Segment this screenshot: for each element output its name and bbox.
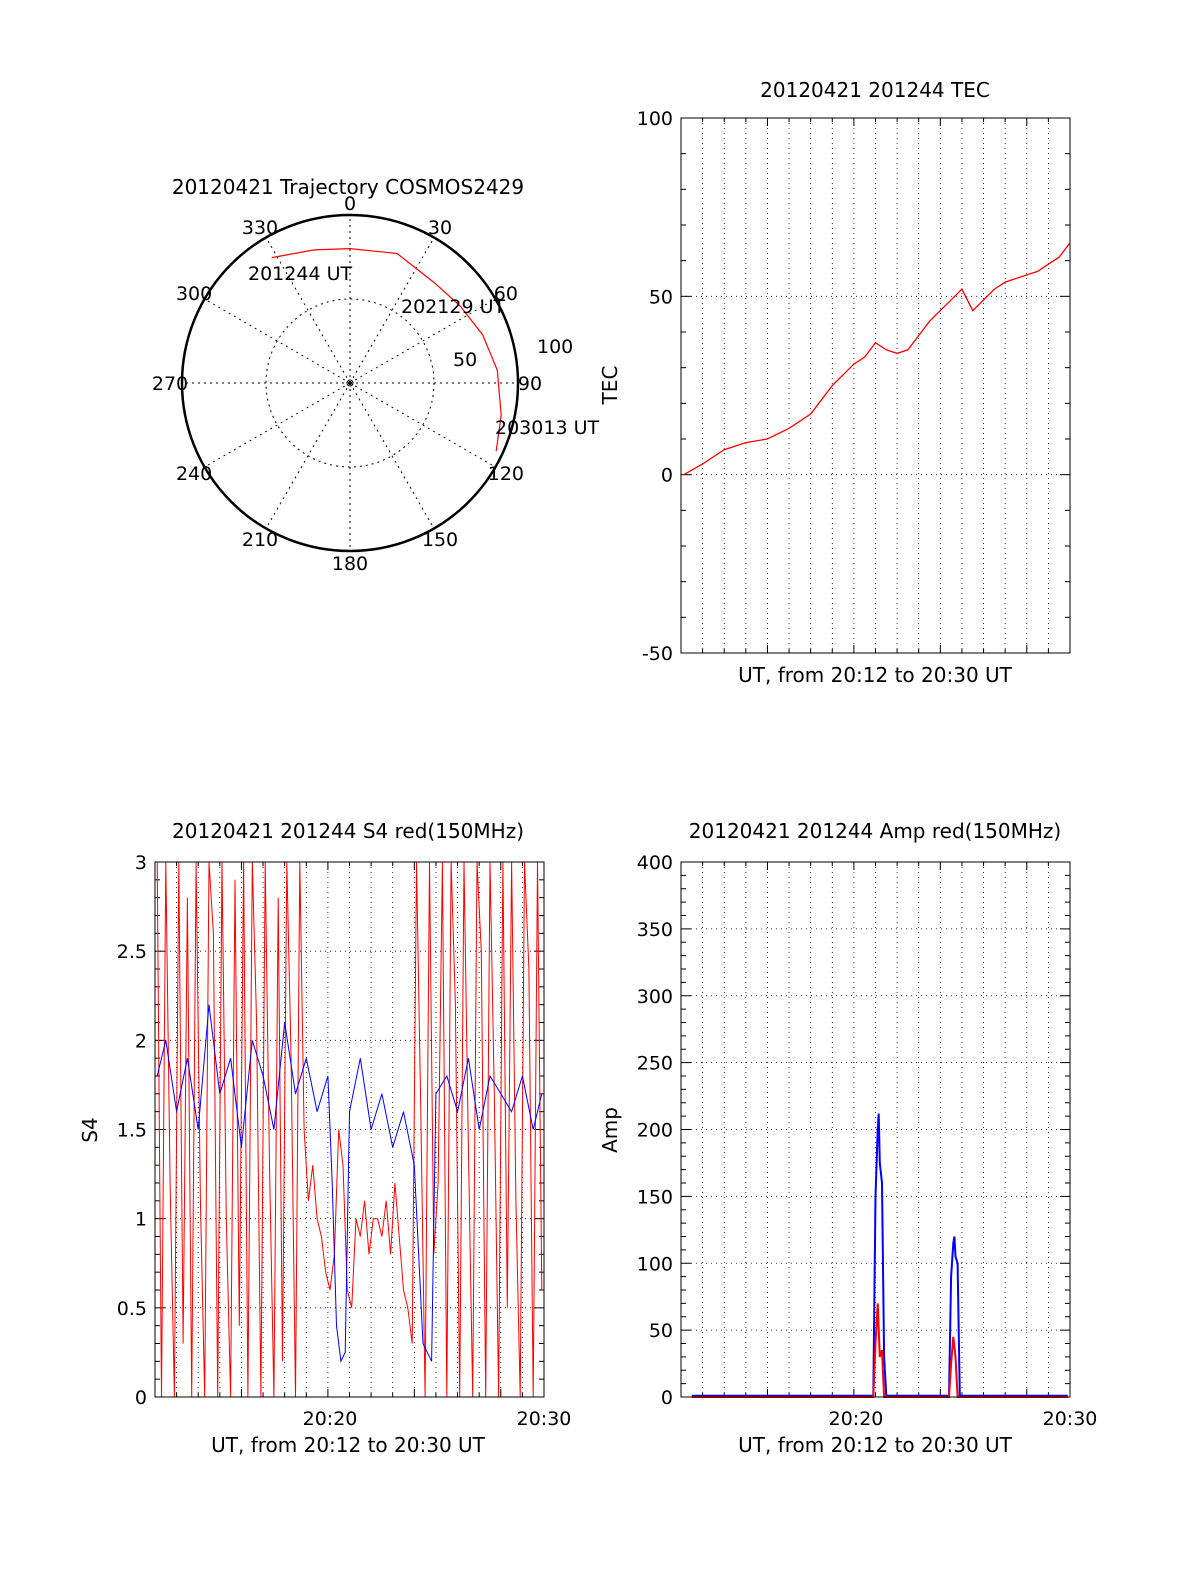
s4-plot: 20120421 201244 S4 red(150MHz) 0 0.5 1 1.5 2… (78, 819, 571, 1457)
s4-y-tick-labels: 0 0.5 1 1.5 2 2.5 3 (117, 852, 147, 1409)
amp-title: 20120421 201244 Amp red(150MHz) (689, 819, 1061, 843)
tec-title: 20120421 201244 TEC (760, 78, 990, 102)
tec-frame (680, 117, 1071, 654)
p3-ylabel-250: 250 (637, 1053, 673, 1075)
amp-blue-series (691, 1113, 1068, 1397)
polar-spoke-240 (204, 382, 351, 468)
polar-trajectory-plot: 20120421 Trajectory COSMOS2429 0 30 60 90 12… (152, 175, 600, 575)
polar-radius-label-100: 100 (537, 336, 573, 358)
polar-spoke-30 (349, 237, 435, 384)
tec-xlabel: UT, from 20:12 to 20:30 UT (738, 663, 1013, 687)
p3-ylabel-50: 50 (649, 1320, 673, 1342)
polar-angle-label-90: 90 (518, 373, 542, 395)
p2-ylabel-0.5: 0.5 (117, 1298, 147, 1320)
amp-red-series (691, 1303, 1068, 1398)
amp-plot: 20120421 201244 Amp red(150MHz) 0 50 100 15… (598, 819, 1097, 1457)
p3-ylabel-400: 400 (637, 852, 673, 874)
s4-xlabel: UT, from 20:12 to 20:30 UT (211, 1433, 486, 1457)
s4-frame (154, 861, 545, 1398)
s4-xtick-2020: 20:20 (303, 1408, 358, 1430)
polar-title: 20120421 Trajectory COSMOS2429 (172, 175, 524, 199)
p2-ylabel-1.5: 1.5 (117, 1120, 147, 1142)
p2-ylabel-2: 2 (135, 1030, 147, 1052)
p3-ylabel-150: 150 (637, 1186, 673, 1208)
p2-ylabel-1: 1 (135, 1209, 147, 1231)
polar-spoke-60 (349, 298, 496, 384)
polar-angle-label-270: 270 (152, 373, 188, 395)
trajectory-end-label: 203013 UT (495, 417, 599, 439)
trajectory-line (271, 247, 502, 452)
polar-angle-label-60: 60 (494, 283, 518, 305)
p2-ylabel-2.5: 2.5 (117, 941, 147, 963)
tec-series-line (683, 242, 1071, 476)
polar-spoke-150 (349, 382, 435, 529)
amp-xtick-2030: 20:30 (1043, 1408, 1098, 1430)
polar-angle-label-150: 150 (422, 529, 458, 551)
polar-angle-label-120: 120 (488, 463, 524, 485)
p1-ylabel-50: 50 (649, 286, 673, 308)
p3-ylabel-0: 0 (661, 1387, 673, 1409)
s4-grid (155, 862, 544, 1397)
tec-plot: 20120421 201244 TEC -50 0 50 100 UT, from 2… (598, 78, 1071, 687)
polar-radius-label-50: 50 (453, 349, 477, 371)
p3-ylabel-350: 350 (637, 919, 673, 941)
trajectory-start-label: 201244 UT (248, 263, 352, 285)
p3-ylabel-100: 100 (637, 1253, 673, 1275)
p1-ylabel-100: 100 (637, 108, 673, 130)
s4-ylabel: S4 (78, 1117, 102, 1142)
polar-spoke-210 (265, 382, 351, 529)
amp-y-tick-labels: 0 50 100 150 200 250 300 350 400 (637, 852, 673, 1409)
trajectory-mid-label: 202129 UT (401, 296, 505, 318)
p2-ylabel-0: 0 (135, 1387, 147, 1409)
polar-angle-label-300: 300 (176, 283, 212, 305)
polar-angle-label-180: 180 (332, 553, 368, 575)
s4-xtick-2030: 20:30 (517, 1408, 572, 1430)
p1-ylabel-0: 0 (661, 465, 673, 487)
polar-spoke-300 (204, 298, 351, 384)
polar-center (346, 379, 354, 387)
amp-frame (680, 861, 1071, 1398)
polar-angle-labels: 0 30 60 90 120 150 180 210 240 270 300 330 (152, 193, 542, 575)
p3-ylabel-300: 300 (637, 986, 673, 1008)
polar-grid (180, 213, 520, 553)
polar-spoke-120 (349, 382, 496, 468)
polar-angle-label-330: 330 (242, 217, 278, 239)
s4-blue-series (156, 1004, 543, 1364)
s4-red-series (156, 861, 543, 1398)
p2-ylabel-3: 3 (135, 852, 147, 874)
tec-y-tick-labels: -50 0 50 100 (637, 108, 673, 665)
polar-angle-label-240: 240 (176, 463, 212, 485)
polar-spoke-330 (265, 237, 351, 384)
p3-ylabel-200: 200 (637, 1120, 673, 1142)
tec-grid (681, 118, 1070, 653)
s4-title: 20120421 201244 S4 red(150MHz) (172, 819, 524, 843)
tec-ylabel: TEC (598, 366, 622, 406)
amp-xtick-2020: 20:20 (829, 1408, 884, 1430)
polar-angle-label-210: 210 (242, 529, 278, 551)
amp-xlabel: UT, from 20:12 to 20:30 UT (738, 1433, 1013, 1457)
polar-angle-label-30: 30 (428, 217, 452, 239)
p1-ylabel--50: -50 (642, 643, 673, 665)
amp-ylabel: Amp (598, 1107, 622, 1153)
amp-grid (681, 862, 1070, 1397)
polar-outer-ring (180, 213, 520, 553)
polar-angle-label-0: 0 (344, 193, 356, 215)
